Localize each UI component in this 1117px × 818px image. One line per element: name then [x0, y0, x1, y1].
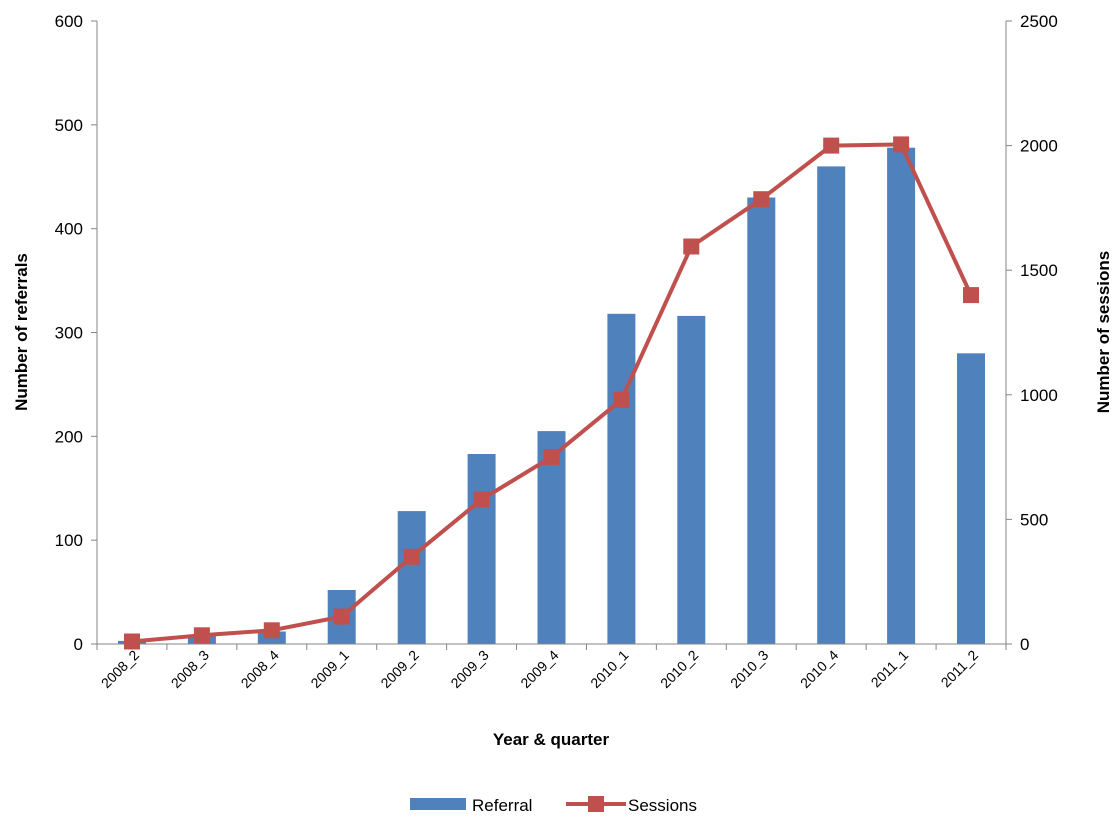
sessions-line-layer	[124, 136, 979, 650]
sessions-marker-2010_4	[823, 137, 840, 154]
y-tick-label: 300	[55, 324, 83, 343]
x-tick-label-2009_1: 2009_1	[307, 647, 351, 691]
legend: Referral Sessions	[410, 796, 697, 815]
x-tick-label-2009_3: 2009_3	[447, 647, 491, 691]
y2-tick-label: 0	[1020, 635, 1029, 654]
y-tick-label: 0	[74, 635, 83, 654]
x-tick-label-2008_4: 2008_4	[238, 647, 282, 691]
y2-tick-label: 2000	[1020, 137, 1058, 156]
y2-tick-label: 500	[1020, 510, 1048, 529]
sessions-marker-2008_4	[263, 622, 280, 639]
sessions-marker-2011_1	[893, 136, 910, 153]
y2-axis-title: Number of sessions	[1094, 251, 1113, 414]
referral-bar-2009_4	[537, 431, 566, 644]
x-tick-label-2010_2: 2010_2	[657, 647, 701, 691]
y-tick-label: 500	[55, 116, 83, 135]
y-tick-label: 600	[55, 12, 83, 31]
referral-bar-2011_2	[957, 353, 985, 644]
x-tick-label-2010_1: 2010_1	[587, 647, 631, 691]
x-tick-label-2009_2: 2009_2	[377, 647, 421, 691]
referral-bar-2010_4	[817, 166, 846, 644]
x-tick-label-2008_2: 2008_2	[98, 647, 142, 691]
legend-label-referral: Referral	[472, 796, 532, 815]
sessions-marker-2008_3	[193, 627, 210, 644]
x-tick-label-2008_3: 2008_3	[168, 647, 212, 691]
bars-layer	[118, 147, 985, 644]
x-tick-label-2011_1: 2011_1	[868, 647, 912, 691]
y2-tick-label: 1500	[1020, 261, 1058, 280]
sessions-marker-2009_4	[543, 449, 560, 466]
x-tick-label-2010_3: 2010_3	[727, 647, 771, 691]
y-axis-title: Number of referrals	[12, 253, 31, 411]
sessions-marker-2009_2	[403, 548, 420, 565]
sessions-marker-2009_3	[473, 491, 490, 508]
referral-bar-2009_2	[397, 511, 426, 644]
legend-swatch-sessions-marker	[588, 796, 604, 812]
legend-label-sessions: Sessions	[628, 796, 697, 815]
referral-bar-2011_1	[887, 147, 916, 644]
referral-bar-2009_3	[467, 454, 496, 644]
y-tick-label: 100	[55, 531, 83, 550]
sessions-marker-2011_2	[963, 287, 979, 304]
sessions-marker-2010_2	[683, 238, 700, 255]
sessions-marker-2009_1	[333, 608, 350, 625]
y2-tick-label: 2500	[1020, 12, 1058, 31]
sessions-marker-2010_3	[753, 191, 770, 208]
x-tick-label-2010_4: 2010_4	[797, 647, 841, 691]
legend-swatch-referral	[410, 798, 466, 810]
sessions-marker-2008_2	[124, 633, 140, 650]
referral-bar-2010_1	[607, 313, 636, 644]
x-axis-title: Year & quarter	[493, 730, 610, 749]
y2-tick-label: 1000	[1020, 386, 1058, 405]
x-tick-label-2009_4: 2009_4	[517, 647, 561, 691]
referral-bar-2010_2	[677, 315, 706, 644]
y-tick-label: 400	[55, 220, 83, 239]
sessions-marker-2010_1	[613, 391, 630, 408]
referral-bar-2010_3	[747, 197, 776, 644]
x-tick-label-2011_2: 2011_2	[938, 647, 982, 691]
y-tick-label: 200	[55, 427, 83, 446]
